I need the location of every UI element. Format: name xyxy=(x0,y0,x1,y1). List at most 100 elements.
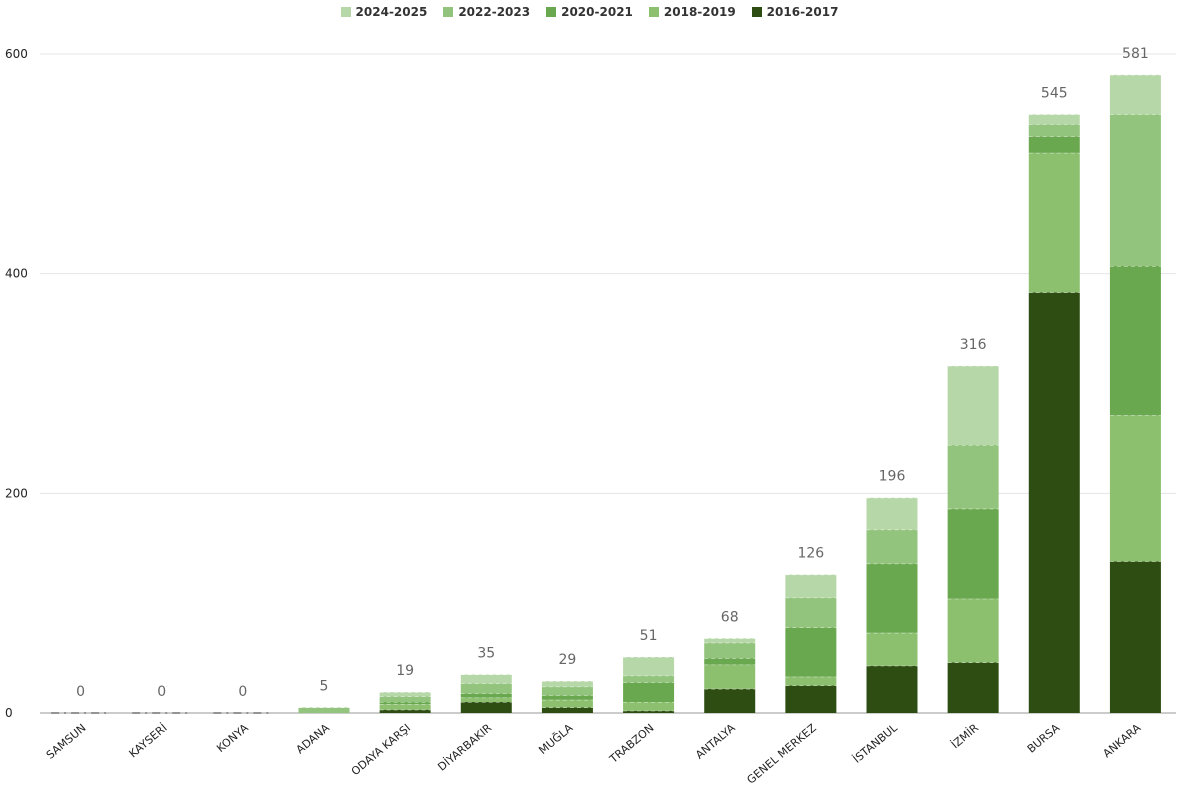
total-label: 0 xyxy=(157,684,166,700)
bar-segment xyxy=(623,675,675,683)
total-label: 68 xyxy=(721,609,739,625)
legend-item[interactable]: 2018-2019 xyxy=(648,5,736,19)
x-tick-label: GENEL MERKEZ xyxy=(745,721,820,787)
bar-segment xyxy=(866,563,918,633)
bar-segment xyxy=(623,702,675,711)
bar-segment xyxy=(460,683,512,694)
bar-segment xyxy=(623,656,675,676)
bar-segment xyxy=(379,696,431,703)
y-tick-label: 600 xyxy=(5,47,28,61)
y-tick-label: 400 xyxy=(5,267,28,281)
legend-swatch xyxy=(340,7,351,17)
bar-segment xyxy=(704,658,756,665)
x-tick-label: ANKARA xyxy=(1101,721,1144,760)
legend-label: 2016-2017 xyxy=(766,5,839,19)
bar-segment xyxy=(947,662,999,713)
bar-segment xyxy=(947,598,999,663)
bar-segment xyxy=(541,686,593,696)
y-tick-label: 0 xyxy=(5,706,13,720)
legend-label: 2024-2025 xyxy=(355,5,428,19)
bar-segment xyxy=(1109,114,1161,266)
bar-segment xyxy=(541,695,593,700)
x-tick-label: İZMİR xyxy=(949,721,981,751)
bar-segment xyxy=(541,681,593,687)
bars xyxy=(51,74,1161,714)
x-tick-label: KONYA xyxy=(214,721,251,755)
bar-segment xyxy=(1028,136,1080,153)
bar-segment xyxy=(460,674,512,684)
total-label: 0 xyxy=(76,684,85,700)
total-label: 29 xyxy=(559,652,577,668)
total-labels: 0 0 0 5 19 35 29 51 68 126 196 316 545 581 xyxy=(76,46,1149,700)
bar-segment xyxy=(866,632,918,666)
bar-segment xyxy=(623,682,675,703)
bar-segment xyxy=(541,707,593,713)
bar-segment xyxy=(623,710,675,713)
bar-segment xyxy=(379,702,431,705)
bar-segment xyxy=(379,704,431,710)
legend-label: 2020-2021 xyxy=(561,5,633,19)
x-axis: SAMSUN KAYSERİ KONYA ADANA ODAYA KARŞI DİYARB… xyxy=(44,721,1144,787)
bar-segment xyxy=(704,642,756,659)
bar-segment xyxy=(785,597,837,628)
bar-segment xyxy=(379,692,431,697)
total-label: 316 xyxy=(960,337,987,353)
bar-segment xyxy=(1028,152,1080,293)
x-tick-label: MUĞLA xyxy=(536,721,575,757)
bar-segment xyxy=(379,709,431,713)
bar-segment xyxy=(1109,561,1161,713)
legend-swatch xyxy=(546,7,557,17)
bar-segment xyxy=(947,508,999,599)
bar-segment xyxy=(704,688,756,713)
bar-segment xyxy=(704,638,756,643)
bar-segment xyxy=(541,699,593,708)
y-tick-label: 200 xyxy=(5,486,28,500)
legend-label: 2018-2019 xyxy=(663,5,736,19)
x-tick-label: KAYSERİ xyxy=(127,721,170,760)
bar-segment xyxy=(1028,124,1080,137)
legend-swatch xyxy=(751,7,762,17)
legend-item[interactable]: 2024-2025 xyxy=(340,5,428,19)
bar-segment xyxy=(460,697,512,703)
gridlines xyxy=(40,53,1176,714)
bar-segment xyxy=(1109,74,1161,115)
bar-segment xyxy=(460,702,512,713)
bar-segment xyxy=(785,627,837,677)
total-label: 51 xyxy=(640,628,658,644)
x-tick-label: ADANA xyxy=(294,721,333,756)
bar-segment xyxy=(785,574,837,598)
legend-swatch xyxy=(443,7,454,17)
total-label: 126 xyxy=(797,546,824,562)
x-tick-label: ANTALYA xyxy=(693,721,738,762)
bar-segment xyxy=(947,445,999,509)
legend-item[interactable]: 2016-2017 xyxy=(751,5,839,19)
bar-segment xyxy=(866,497,918,530)
bar-segment xyxy=(1028,114,1080,125)
legend-item[interactable]: 2020-2021 xyxy=(546,5,633,19)
x-tick-label: TRABZON xyxy=(606,721,656,766)
total-label: 0 xyxy=(238,684,247,700)
bar-segment xyxy=(785,685,837,713)
bar-segment xyxy=(785,676,837,686)
total-label: 581 xyxy=(1122,46,1149,62)
x-tick-label: İSTANBUL xyxy=(851,721,901,766)
total-label: 35 xyxy=(477,646,495,662)
bar-segment xyxy=(460,693,512,698)
legend: 2024-2025 2022-2023 2020-2021 2018-2019 2016… xyxy=(0,5,1179,19)
legend-label: 2022-2023 xyxy=(458,5,531,19)
x-tick-label: DİYARBAKIR xyxy=(435,721,494,774)
bar-segment xyxy=(947,365,999,446)
bar-segment xyxy=(704,664,756,689)
legend-swatch xyxy=(648,7,659,17)
bar-segment xyxy=(1109,265,1161,416)
total-label: 196 xyxy=(879,469,906,485)
bar-segment xyxy=(866,665,918,713)
bar-segment xyxy=(298,707,350,713)
bar-segment xyxy=(866,529,918,564)
bar-segment xyxy=(1028,292,1080,713)
bar-segment xyxy=(1109,415,1161,562)
total-label: 19 xyxy=(396,663,414,679)
legend-item[interactable]: 2022-2023 xyxy=(443,5,530,19)
x-tick-label: ODAYA KARŞI xyxy=(349,721,413,778)
